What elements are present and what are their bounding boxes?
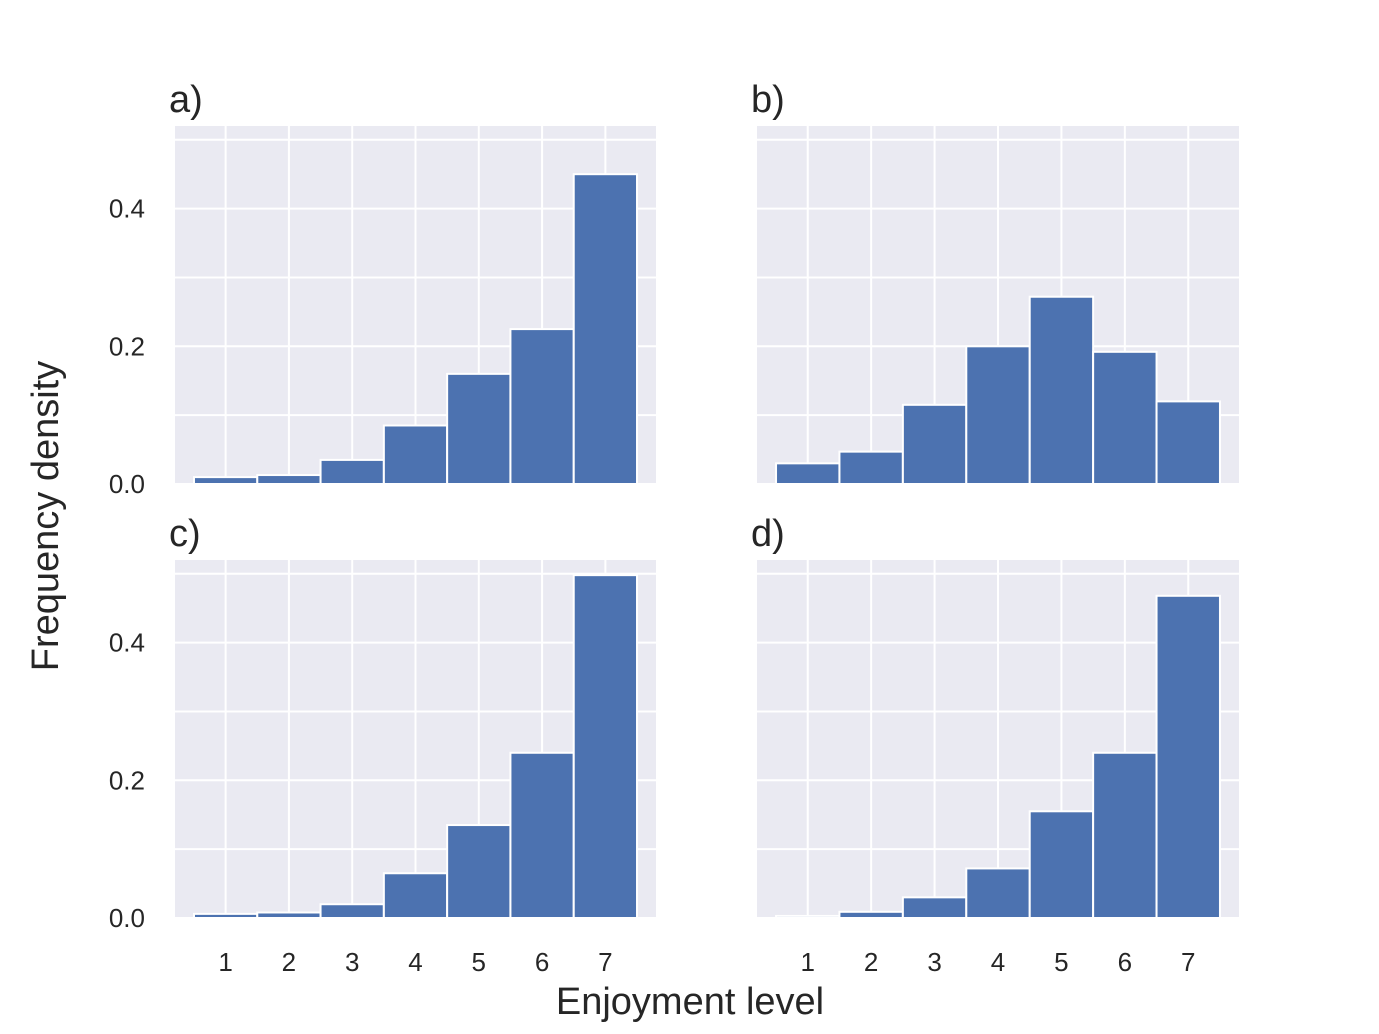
y-tick-label: 0.4 (109, 628, 145, 658)
bar-3 (901, 403, 968, 486)
x-tick-label: 1 (218, 947, 232, 977)
panel-b: b) (751, 79, 1239, 486)
y-tick-label: 0.2 (109, 331, 145, 361)
bar-1 (192, 476, 259, 486)
panel-c: c) 0.0 0.2 0.4 1 2 3 4 5 6 7 (109, 513, 656, 977)
bar-5 (1028, 810, 1095, 919)
panel-label: a) (169, 79, 203, 121)
bar-4 (965, 345, 1031, 485)
x-tick-label: 4 (408, 947, 422, 977)
y-tick-label: 0.0 (109, 903, 145, 933)
x-tick-label: 6 (1118, 947, 1132, 977)
y-axis-label: Frequency density (25, 361, 67, 672)
panel-label: d) (751, 513, 785, 555)
x-tick-label: 7 (598, 947, 612, 977)
x-tick-label: 7 (1181, 947, 1195, 977)
panel-d: d) 1 2 3 4 5 6 7 (751, 513, 1239, 977)
x-axis-label: Enjoyment level (556, 981, 824, 1023)
panel-a: a) 0.0 0.2 0.4 (109, 79, 656, 499)
bar-6 (1092, 751, 1158, 919)
x-tick-label: 3 (927, 947, 941, 977)
bar-7 (572, 574, 639, 920)
bar-6 (509, 751, 575, 919)
bar-5 (446, 372, 512, 486)
bar-2 (256, 474, 322, 485)
bar-6 (509, 328, 575, 485)
bar-4 (382, 872, 449, 919)
x-tick-label: 2 (282, 947, 296, 977)
x-tick-label: 4 (991, 947, 1005, 977)
bar-5 (446, 824, 512, 919)
bar-1 (775, 462, 841, 486)
bar-1 (192, 912, 259, 919)
x-tick-label: 5 (472, 947, 486, 977)
bar-7 (572, 173, 639, 485)
bar-7 (1155, 594, 1221, 919)
bar-5 (1028, 295, 1095, 485)
bar-6 (1092, 350, 1158, 486)
bar-2 (838, 910, 904, 919)
bar-4 (965, 867, 1031, 920)
x-tick-label: 5 (1054, 947, 1068, 977)
panels-layer: a) 0.0 0.2 0.4 b) c) 0.0 0.2 0.4 1 2 3 4 5 6 7 d) 1 2 3 4 5 6 7 (109, 79, 1239, 977)
bar-4 (382, 424, 449, 486)
bar-1 (775, 914, 841, 920)
bar-3 (319, 903, 385, 920)
x-tick-label: 1 (801, 947, 815, 977)
bar-7 (1155, 400, 1221, 485)
x-tick-label: 3 (345, 947, 359, 977)
y-tick-label: 0.2 (109, 765, 145, 795)
bar-2 (838, 450, 904, 485)
x-tick-label: 2 (864, 947, 878, 977)
bar-3 (901, 896, 968, 919)
y-tick-label: 0.4 (109, 194, 145, 224)
panel-label: c) (169, 513, 201, 555)
y-tick-label: 0.0 (109, 469, 145, 499)
panel-label: b) (751, 79, 785, 121)
bar-2 (256, 911, 322, 920)
bar-3 (319, 458, 385, 485)
x-tick-label: 6 (535, 947, 549, 977)
